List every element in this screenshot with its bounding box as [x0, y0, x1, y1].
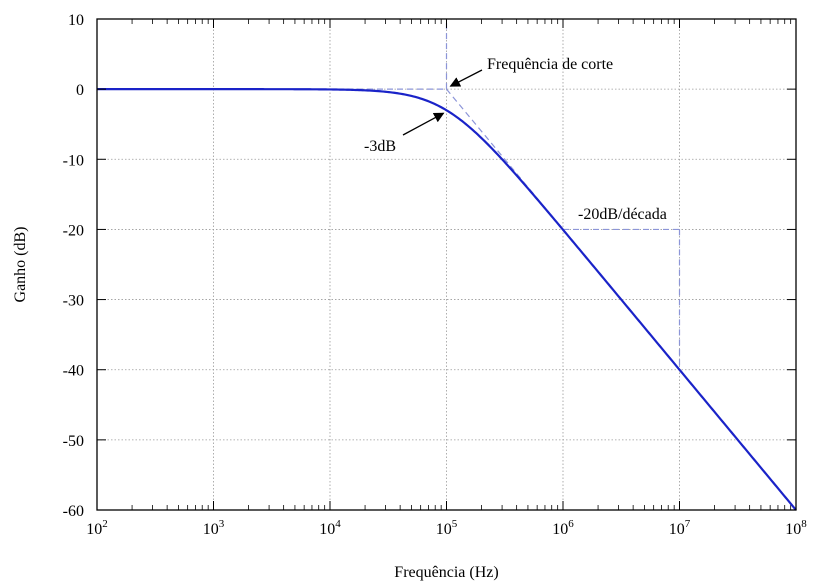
y-tick-label: -40	[63, 363, 84, 380]
annotation-3db-label: -3dB	[364, 138, 396, 155]
annotation-cutoff-arrow	[449, 69, 483, 87]
minor-ticks	[131, 19, 792, 510]
x-tick-label: 102	[86, 518, 108, 538]
annotations: Frequência de corte -3dB -20dB/década	[364, 56, 667, 223]
x-tick-label: 106	[552, 518, 574, 538]
y-tick-label: -60	[63, 503, 84, 520]
x-tick-label: 107	[669, 518, 691, 538]
annotation-3db-arrow	[402, 112, 445, 136]
y-tick-label: -10	[63, 152, 84, 169]
series-line	[97, 88, 797, 511]
y-tick-label: 0	[76, 82, 84, 99]
y-tick-label: -20	[63, 222, 84, 239]
annotation-cutoff-label: Frequência de corte	[487, 56, 613, 73]
y-tick-labels: 10 0 -10 -20 -30 -40 -50 -60	[63, 12, 84, 520]
y-tick-label: -30	[63, 293, 84, 310]
major-ticks	[96, 18, 797, 511]
y-tick-label: 10	[68, 12, 84, 29]
x-axis-title: Frequência (Hz)	[394, 564, 498, 581]
x-tick-label: 103	[203, 518, 225, 538]
x-tick-label: 104	[319, 518, 341, 538]
y-axis-title: Ganho (dB)	[12, 227, 29, 303]
annotation-slope-label: -20dB/década	[578, 206, 667, 223]
series-layer	[97, 88, 797, 511]
y-tick-label: -50	[63, 433, 84, 450]
x-tick-label: 105	[436, 518, 458, 538]
grid	[97, 19, 796, 510]
x-tick-label: 108	[785, 518, 807, 538]
x-tick-labels: 102 103 104 105 106 107 108	[86, 518, 807, 538]
